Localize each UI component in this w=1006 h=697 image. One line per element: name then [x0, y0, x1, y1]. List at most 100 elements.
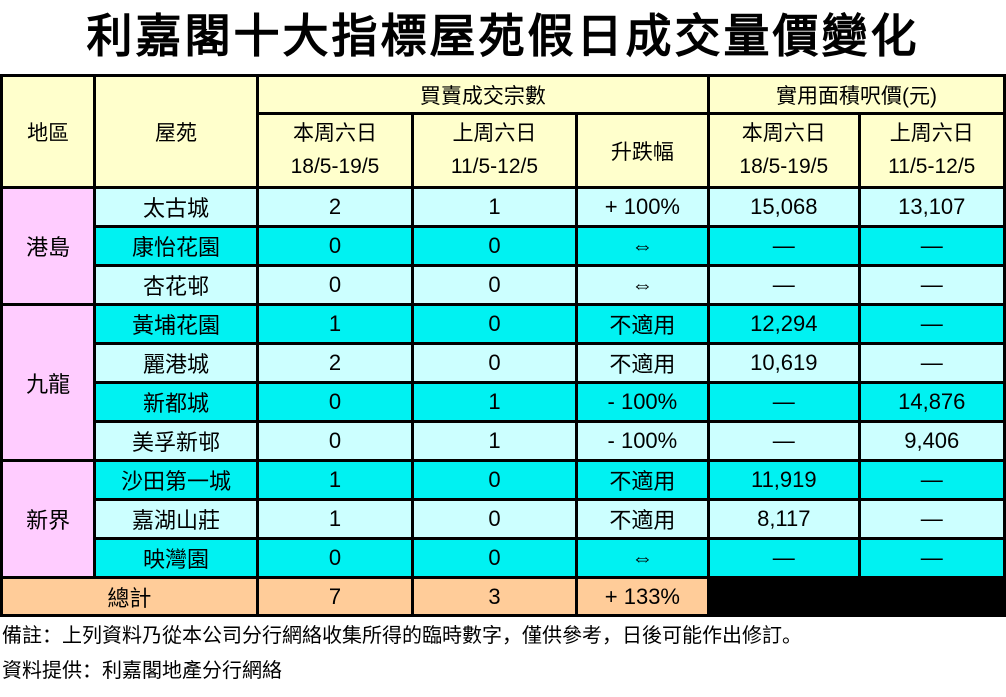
count-this-week-cell: 0	[255, 420, 415, 463]
header-this-week-label: 本周六日	[292, 122, 377, 146]
price-last-week-cell: —	[857, 264, 1006, 307]
price-last-week-cell: —	[857, 342, 1006, 385]
region-cell: 港島	[0, 186, 97, 307]
footer-notes: 備註：上列資料乃從本公司分行網絡收集所得的臨時數字，僅供參考，日後可能作出修訂。…	[0, 622, 1006, 686]
table-row: 嘉湖山莊 1 0 不適用 8,117 —	[2, 498, 1006, 541]
count-last-week-cell: 0	[411, 459, 578, 502]
price-this-week-cell: —	[707, 225, 861, 268]
count-last-week-cell: 0	[411, 342, 578, 385]
price-last-week-cell: 9,406	[857, 420, 1006, 463]
price-this-week-cell: 12,294	[707, 303, 861, 346]
change-cell: ⇔	[574, 225, 711, 268]
price-last-week-cell: 13,107	[857, 186, 1006, 229]
header-this-week-period: 18/5-19/5	[290, 154, 380, 178]
count-this-week-cell: 2	[255, 186, 415, 229]
estate-cell: 麗港城	[93, 342, 259, 385]
table-row: 港島 太古城 2 1 + 100% 15,068 13,107	[0, 186, 1006, 307]
table-row: 九龍 黃埔花園 1 0 不適用 12,294 —	[0, 303, 1006, 463]
price-last-week-cell: —	[857, 459, 1006, 502]
table-row: 康怡花園 0 0 ⇔ — —	[2, 225, 1006, 268]
group-header-row: 地區 屋苑 買賣成交宗數 實用面積呎價(元)	[0, 74, 1006, 190]
price-last-week-cell: 14,876	[857, 381, 1006, 424]
sub-header-row: 本周六日 18/5-19/5 上周六日 11/5-12/5 升跌幅 本周六日 1…	[2, 112, 1006, 190]
total-label-cell: 總計	[0, 576, 259, 618]
count-last-week-cell: 0	[411, 225, 578, 268]
change-cell: 不適用	[574, 498, 711, 541]
estate-cell: 康怡花園	[93, 225, 259, 268]
estate-cell: 黃埔花園	[93, 303, 259, 346]
header-price-last-week: 上周六日 11/5-12/5	[857, 112, 1006, 190]
header-last-week-period: 11/5-12/5	[888, 154, 976, 178]
count-this-week-cell: 0	[255, 381, 415, 424]
count-this-week-cell: 0	[255, 537, 415, 580]
blank-black-cell	[707, 576, 1006, 618]
count-this-week-cell: 1	[255, 498, 415, 541]
header-this-week-period: 18/5-19/5	[739, 154, 829, 178]
change-cell: 不適用	[574, 342, 711, 385]
table-row: 新都城 0 1 - 100% — 14,876	[2, 381, 1006, 424]
total-count-this-week-cell: 7	[255, 576, 415, 618]
estate-cell: 杏花邨	[93, 264, 259, 307]
header-transactions-this-week: 本周六日 18/5-19/5	[255, 112, 415, 190]
estate-cell: 太古城	[93, 186, 259, 229]
region-cell: 九龍	[0, 303, 97, 463]
table-row: 新界 沙田第一城 1 0 不適用 11,919 —	[0, 459, 1006, 580]
change-cell: - 100%	[574, 420, 711, 463]
page-title: 利嘉閣十大指標屋苑假日成交量價變化	[86, 10, 920, 62]
count-last-week-cell: 1	[411, 381, 578, 424]
header-this-week-label: 本周六日	[741, 122, 826, 146]
total-row: 總計 7 3 + 133%	[0, 576, 1006, 618]
table-row: 映灣園 0 0 ⇔ — —	[2, 537, 1006, 580]
header-price-this-week: 本周六日 18/5-19/5	[707, 112, 861, 190]
count-this-week-cell: 2	[255, 342, 415, 385]
price-last-week-cell: —	[857, 537, 1006, 580]
header-change: 升跌幅	[574, 112, 711, 190]
price-this-week-cell: 8,117	[707, 498, 861, 541]
count-this-week-cell: 1	[255, 459, 415, 502]
price-this-week-cell: 10,619	[707, 342, 861, 385]
price-this-week-cell: —	[707, 381, 861, 424]
change-cell: ⇔	[574, 537, 711, 580]
count-last-week-cell: 1	[411, 420, 578, 463]
total-change-cell: + 133%	[574, 576, 711, 618]
price-this-week-cell: 15,068	[707, 186, 861, 229]
table-row: 麗港城 2 0 不適用 10,619 —	[2, 342, 1006, 385]
table-row: 杏花邨 0 0 ⇔ — —	[2, 264, 1006, 307]
total-count-last-week-cell: 3	[411, 576, 578, 618]
change-cell: 不適用	[574, 459, 711, 502]
count-last-week-cell: 0	[411, 537, 578, 580]
count-last-week-cell: 0	[411, 303, 578, 346]
estate-cell: 嘉湖山莊	[93, 498, 259, 541]
header-transactions-last-week: 上周六日 11/5-12/5	[411, 112, 578, 190]
estate-cell: 新都城	[93, 381, 259, 424]
region-cell: 新界	[0, 459, 97, 580]
header-last-week-label: 上周六日	[452, 122, 537, 146]
price-this-week-cell: —	[707, 537, 861, 580]
price-last-week-cell: —	[857, 225, 1006, 268]
data-table: 地區 屋苑 買賣成交宗數 實用面積呎價(元) 本周六日 18/5-19/5 上周…	[0, 74, 1006, 618]
price-last-week-cell: —	[857, 303, 1006, 346]
change-cell: 不適用	[574, 303, 711, 346]
header-region: 地區	[0, 74, 97, 190]
header-last-week-label: 上周六日	[889, 122, 974, 146]
count-this-week-cell: 1	[255, 303, 415, 346]
count-last-week-cell: 0	[411, 498, 578, 541]
header-estate: 屋苑	[93, 74, 259, 190]
header-price-group: 實用面積呎價(元)	[707, 74, 1006, 116]
change-cell: ⇔	[574, 264, 711, 307]
header-last-week-period: 11/5-12/5	[450, 154, 539, 178]
price-this-week-cell: —	[707, 420, 861, 463]
price-this-week-cell: 11,919	[707, 459, 861, 502]
price-last-week-cell: —	[857, 498, 1006, 541]
note-source: 資料提供：利嘉閣地產分行網絡	[2, 660, 282, 683]
change-cell: + 100%	[574, 186, 711, 229]
count-this-week-cell: 0	[255, 225, 415, 268]
estate-cell: 映灣園	[93, 537, 259, 580]
estate-cell: 美孚新邨	[93, 420, 259, 463]
count-last-week-cell: 0	[411, 264, 578, 307]
header-transactions-group: 買賣成交宗數	[255, 74, 711, 116]
price-this-week-cell: —	[707, 264, 861, 307]
table-row: 美孚新邨 0 1 - 100% — 9,406	[2, 420, 1006, 463]
estate-cell: 沙田第一城	[93, 459, 259, 502]
